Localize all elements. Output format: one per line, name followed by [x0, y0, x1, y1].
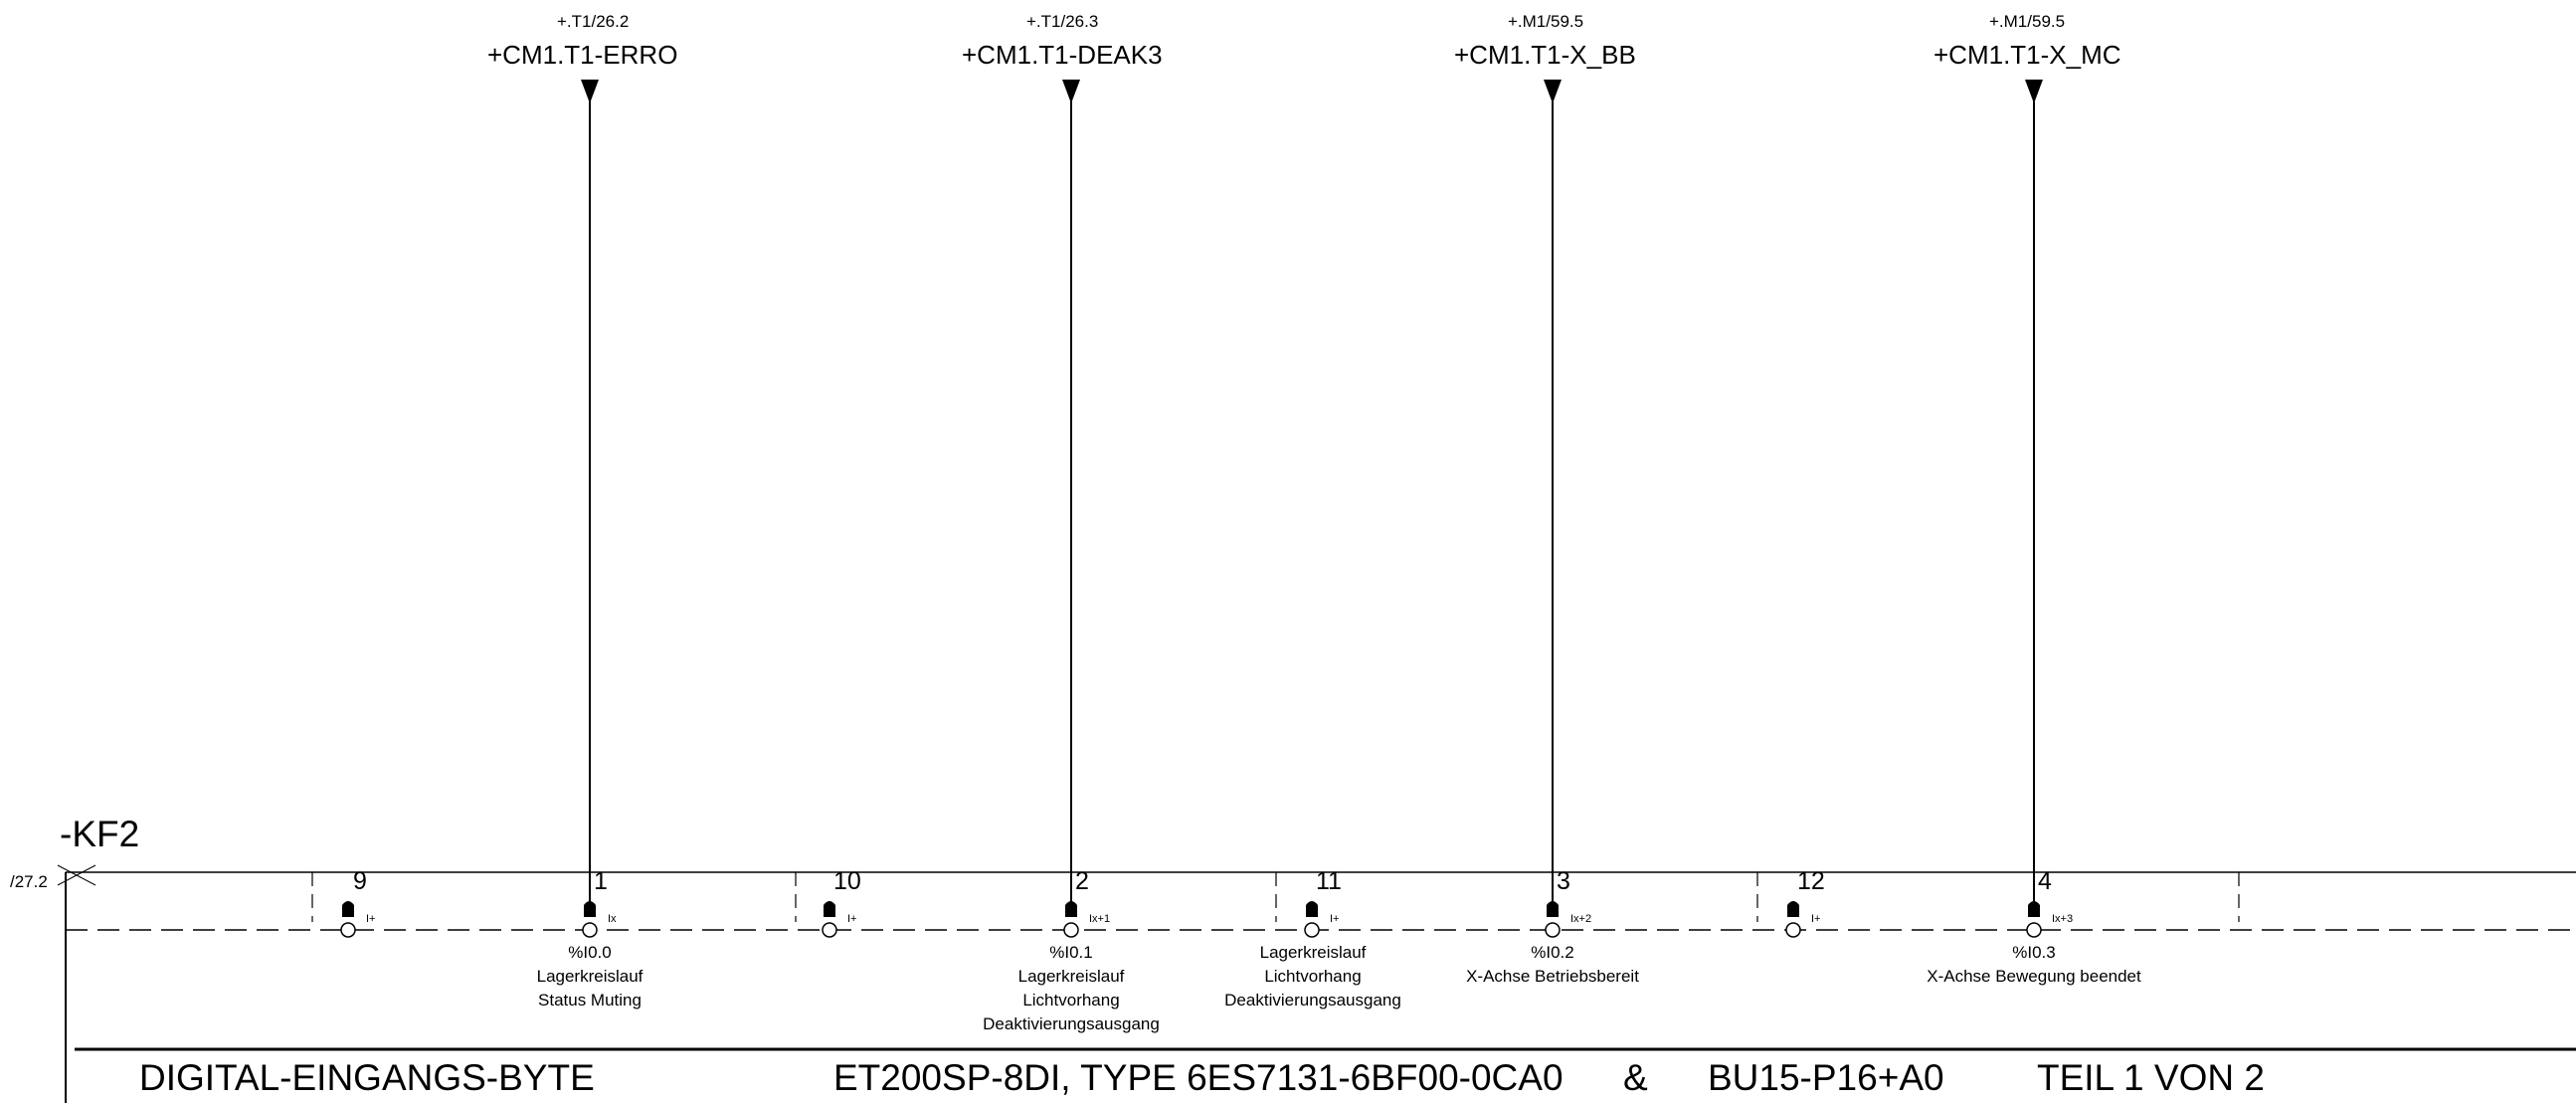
footer-ampersand: &	[1623, 1057, 1648, 1098]
signal-name: +CM1.T1-DEAK3	[962, 40, 1163, 70]
signal-name: +CM1.T1-X_MC	[1933, 40, 2121, 70]
signal-description: %I0.2 X-Achse Betriebsbereit	[1466, 943, 1639, 986]
footer-part: TEIL 1 VON 2	[2037, 1057, 2265, 1098]
terminal-label: Ix+2	[1570, 913, 1592, 925]
terminal-pin: 12	[1797, 867, 1825, 895]
terminal-symbol	[1785, 901, 1801, 938]
terminal-symbol	[2026, 901, 2042, 938]
arrow-down-icon	[1062, 80, 1080, 103]
terminal-pin: 3	[1557, 867, 1570, 895]
signal-wire	[2025, 80, 2043, 915]
terminal-label: I+	[847, 913, 857, 925]
device-cross-mark	[57, 864, 96, 886]
footer-base-unit: BU15-P16+A0	[1708, 1057, 1944, 1098]
footer-module-type: ET200SP-8DI, TYPE 6ES7131-6BF00-0CA0	[833, 1057, 1564, 1098]
signal-ref: +.T1/26.3	[1026, 12, 1099, 31]
signal-description: %I0.3 X-Achse Bewegung beendet	[1927, 943, 2141, 986]
device-tag: -KF2	[60, 814, 140, 854]
signal-ref: +.M1/59.5	[1508, 12, 1584, 31]
slot-dividers	[311, 872, 2240, 922]
signal-wire	[1062, 80, 1080, 915]
terminal-pin: 2	[1075, 867, 1089, 895]
terminal-symbol	[1063, 901, 1079, 938]
terminal-label: Ix+3	[2052, 913, 2074, 925]
terminal-label: I+	[1811, 913, 1821, 925]
terminal-pin: 9	[353, 867, 367, 895]
signal-description: %I0.1 Lagerkreislauf Lichtvorhang Deakti…	[983, 943, 1160, 1033]
signal-name: +CM1.T1-X_BB	[1454, 40, 1636, 70]
arrow-down-icon	[581, 80, 599, 103]
terminal-symbol	[1304, 901, 1320, 938]
terminal-symbol	[822, 901, 837, 938]
terminal-label: Ix+1	[1089, 913, 1111, 925]
signal-ref: +.T1/26.2	[557, 12, 630, 31]
terminal-label: Ix	[608, 913, 617, 925]
signal-name: +CM1.T1-ERRO	[487, 40, 678, 70]
arrow-down-icon	[2025, 80, 2043, 103]
arrow-down-icon	[1544, 80, 1562, 103]
terminal-pin: 1	[594, 867, 608, 895]
terminal-symbol	[1545, 901, 1561, 938]
signal-description: Lagerkreislauf Lichtvorhang Deaktivierun…	[1224, 943, 1401, 1010]
terminal-pin: 4	[2038, 867, 2052, 895]
device-ref: /27.2	[10, 872, 48, 891]
signal-wire	[581, 80, 599, 915]
footer-byte-label: DIGITAL-EINGANGS-BYTE	[139, 1057, 595, 1098]
signal-description: %I0.0 Lagerkreislauf Status Muting	[536, 943, 644, 1010]
terminal-label: I+	[366, 913, 376, 925]
signal-ref: +.M1/59.5	[1989, 12, 2066, 31]
terminal-label: I+	[1330, 913, 1340, 925]
terminal-symbol	[582, 901, 598, 938]
terminal-pin: 10	[833, 867, 861, 895]
terminal-pin: 11	[1316, 867, 1342, 895]
terminal-symbol	[340, 901, 356, 938]
signal-wire	[1544, 80, 1562, 915]
